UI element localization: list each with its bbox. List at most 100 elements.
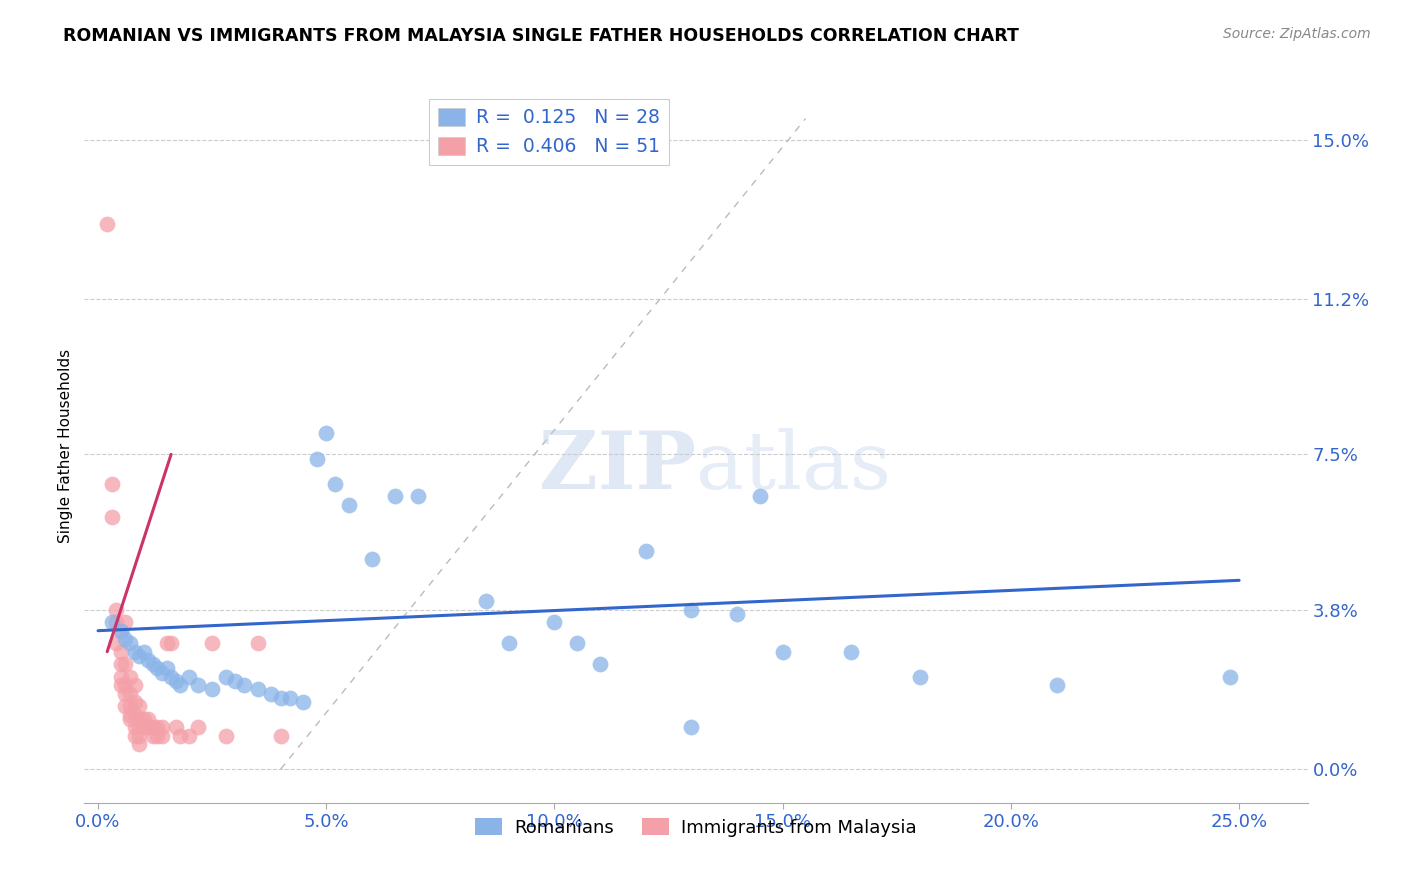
Point bbox=[233, 678, 256, 692]
Point bbox=[114, 657, 136, 672]
Point bbox=[165, 720, 187, 734]
Point bbox=[155, 636, 177, 650]
Point bbox=[105, 603, 128, 617]
Legend: Romanians, Immigrants from Malaysia: Romanians, Immigrants from Malaysia bbox=[468, 811, 924, 844]
Point bbox=[270, 729, 292, 743]
Text: ROMANIAN VS IMMIGRANTS FROM MALAYSIA SINGLE FATHER HOUSEHOLDS CORRELATION CHART: ROMANIAN VS IMMIGRANTS FROM MALAYSIA SIN… bbox=[63, 27, 1019, 45]
Point bbox=[246, 682, 269, 697]
Point bbox=[132, 720, 155, 734]
Point bbox=[110, 624, 132, 638]
Point bbox=[118, 699, 141, 714]
Point bbox=[100, 615, 122, 630]
Point bbox=[124, 645, 146, 659]
Point bbox=[124, 729, 146, 743]
Y-axis label: Single Father Households: Single Father Households bbox=[58, 349, 73, 543]
Point bbox=[169, 729, 191, 743]
Point bbox=[1219, 670, 1241, 684]
Point bbox=[118, 670, 141, 684]
Point bbox=[384, 489, 406, 503]
Point bbox=[118, 712, 141, 726]
Point bbox=[100, 510, 122, 524]
Point bbox=[361, 552, 384, 566]
Point bbox=[136, 720, 159, 734]
Point bbox=[748, 489, 770, 503]
Point bbox=[118, 707, 141, 722]
Point bbox=[567, 636, 589, 650]
Point bbox=[114, 678, 136, 692]
Point bbox=[142, 720, 165, 734]
Point bbox=[132, 712, 155, 726]
Point bbox=[124, 695, 146, 709]
Point bbox=[160, 670, 183, 684]
Point bbox=[475, 594, 498, 608]
Point bbox=[498, 636, 520, 650]
Point bbox=[128, 648, 150, 663]
Point bbox=[187, 720, 209, 734]
Point bbox=[201, 636, 224, 650]
Point bbox=[128, 720, 150, 734]
Point bbox=[543, 615, 565, 630]
Point bbox=[246, 636, 269, 650]
Point bbox=[136, 712, 159, 726]
Point bbox=[634, 544, 657, 558]
Point bbox=[124, 720, 146, 734]
Point bbox=[725, 607, 748, 621]
Point bbox=[292, 695, 315, 709]
Point bbox=[224, 674, 246, 689]
Point bbox=[142, 729, 165, 743]
Point bbox=[110, 645, 132, 659]
Point bbox=[215, 729, 238, 743]
Point bbox=[406, 489, 429, 503]
Point bbox=[118, 636, 141, 650]
Point bbox=[118, 687, 141, 701]
Point bbox=[307, 451, 329, 466]
Point bbox=[160, 636, 183, 650]
Point bbox=[128, 712, 150, 726]
Point bbox=[908, 670, 931, 684]
Point bbox=[325, 476, 347, 491]
Point bbox=[114, 632, 136, 646]
Point bbox=[128, 729, 150, 743]
Point bbox=[110, 657, 132, 672]
Point bbox=[150, 665, 173, 680]
Point bbox=[169, 678, 191, 692]
Point bbox=[1045, 678, 1067, 692]
Point bbox=[105, 636, 128, 650]
Point bbox=[150, 729, 173, 743]
Point bbox=[124, 678, 146, 692]
Point bbox=[146, 720, 169, 734]
Point bbox=[96, 217, 118, 231]
Point bbox=[110, 678, 132, 692]
Point bbox=[278, 690, 301, 705]
Point bbox=[114, 687, 136, 701]
Point bbox=[201, 682, 224, 697]
Point bbox=[124, 707, 146, 722]
Point bbox=[136, 653, 159, 667]
Text: ZIP: ZIP bbox=[538, 428, 696, 507]
Text: Source: ZipAtlas.com: Source: ZipAtlas.com bbox=[1223, 27, 1371, 41]
Point bbox=[337, 498, 360, 512]
Point bbox=[589, 657, 612, 672]
Point bbox=[114, 615, 136, 630]
Point bbox=[772, 645, 794, 659]
Point bbox=[114, 699, 136, 714]
Point bbox=[146, 729, 169, 743]
Point bbox=[128, 699, 150, 714]
Point bbox=[155, 661, 177, 675]
Point bbox=[165, 674, 187, 689]
Point bbox=[681, 720, 703, 734]
Point bbox=[681, 603, 703, 617]
Point bbox=[839, 645, 862, 659]
Point bbox=[110, 624, 132, 638]
Point bbox=[142, 657, 165, 672]
Point bbox=[128, 737, 150, 751]
Text: atlas: atlas bbox=[696, 428, 891, 507]
Point bbox=[270, 690, 292, 705]
Point bbox=[105, 615, 128, 630]
Point bbox=[132, 645, 155, 659]
Point bbox=[315, 426, 337, 441]
Point bbox=[150, 720, 173, 734]
Point bbox=[100, 476, 122, 491]
Point bbox=[146, 661, 169, 675]
Point bbox=[187, 678, 209, 692]
